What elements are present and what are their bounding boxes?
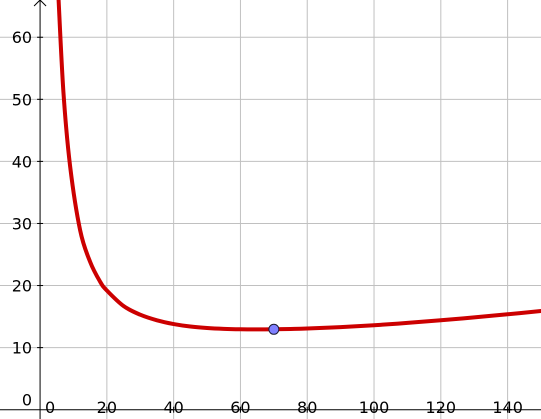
y-tick-label: 20 <box>12 277 32 296</box>
x-tick-label: 0 <box>45 398 55 417</box>
x-tick-label: 60 <box>230 398 250 417</box>
y-tick-label: 30 <box>12 214 32 233</box>
y-tick-label: 0 <box>22 391 32 410</box>
y-tick-label: 40 <box>12 152 32 171</box>
x-tick-label: 120 <box>426 398 457 417</box>
x-tick-label: 40 <box>163 398 183 417</box>
x-tick-label: 20 <box>97 398 117 417</box>
y-axis-arrow-icon <box>33 0 47 7</box>
x-tick-label: 80 <box>297 398 317 417</box>
y-tick-label: 50 <box>12 90 32 109</box>
y-tick-label: 60 <box>12 28 32 47</box>
series-layer <box>56 0 541 332</box>
x-tick-label: 140 <box>492 398 523 417</box>
points-layer[interactable] <box>268 323 280 335</box>
y-tick-label: 10 <box>12 339 32 358</box>
x-tick-label: 100 <box>359 398 390 417</box>
tick-labels: 0 20 40 60 80 100 120 140 0 10 20 30 40 50 60 <box>12 28 523 417</box>
series-line-0[interactable] <box>56 0 541 332</box>
data-point-0[interactable] <box>268 323 280 335</box>
